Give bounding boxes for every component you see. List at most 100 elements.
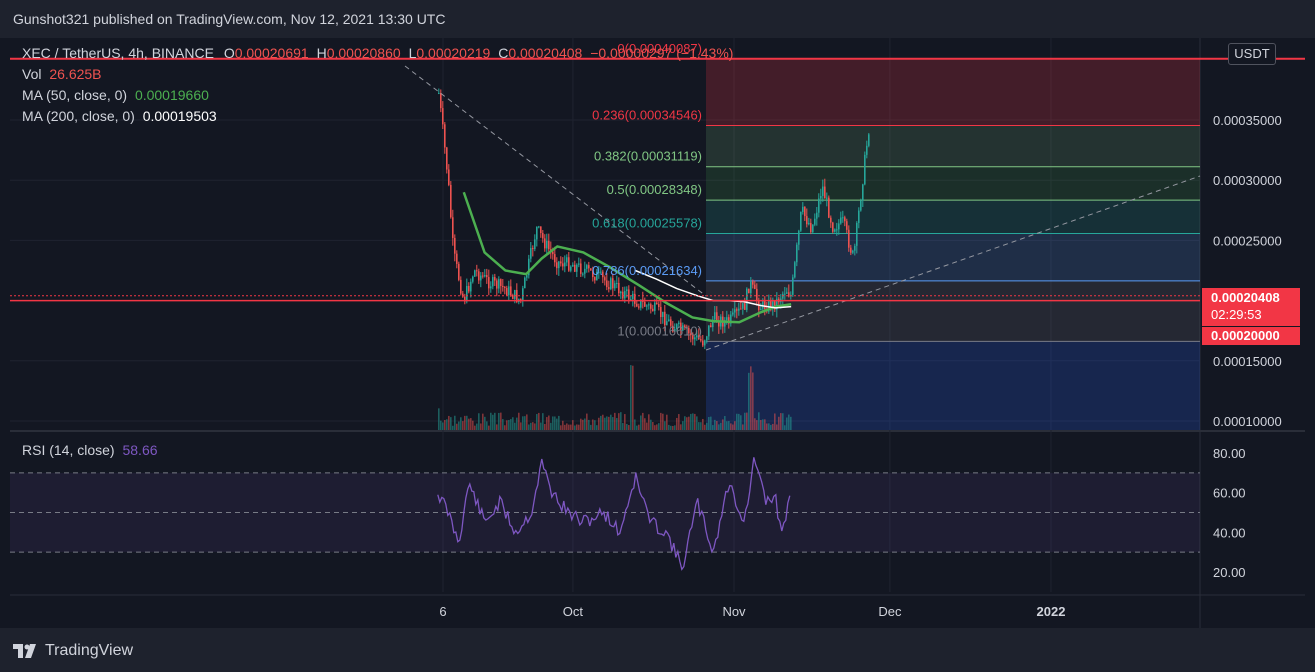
volume-bar bbox=[724, 416, 726, 430]
candle-body bbox=[712, 319, 714, 328]
volume-bar bbox=[712, 425, 714, 430]
candle-body bbox=[618, 282, 620, 294]
volume-legend[interactable]: Vol 26.625B bbox=[22, 66, 102, 82]
volume-bar bbox=[458, 421, 460, 430]
candle-body bbox=[440, 93, 442, 109]
volume-bar bbox=[762, 419, 764, 430]
candle-body bbox=[470, 281, 472, 292]
candle-body bbox=[548, 240, 550, 250]
candle-body bbox=[554, 254, 556, 263]
open-value: 0.00020691 bbox=[234, 45, 309, 61]
volume-bar bbox=[500, 412, 502, 430]
volume-bar bbox=[602, 414, 604, 430]
volume-bar bbox=[544, 424, 546, 430]
volume-bar bbox=[494, 412, 496, 430]
volume-bar bbox=[746, 412, 748, 430]
tradingview-logo-icon bbox=[13, 644, 36, 658]
candle-body bbox=[682, 325, 684, 331]
candle-body bbox=[552, 251, 554, 255]
candle-body bbox=[536, 226, 538, 240]
volume-bar bbox=[734, 421, 736, 430]
volume-bar bbox=[496, 424, 498, 430]
tradingview-logo[interactable]: TradingView bbox=[13, 640, 133, 662]
candle-body bbox=[768, 300, 770, 312]
volume-bar bbox=[654, 425, 656, 430]
candle-body bbox=[658, 303, 660, 308]
ascending-trendline[interactable] bbox=[705, 175, 1201, 351]
currency-label: USDT bbox=[1234, 46, 1270, 61]
volume-bar bbox=[594, 420, 596, 430]
candle-body bbox=[476, 270, 478, 272]
ma200-legend[interactable]: MA (200, close, 0) 0.00019503 bbox=[22, 108, 217, 124]
volume-bar bbox=[556, 418, 558, 430]
candle-body bbox=[502, 285, 504, 287]
candle-body bbox=[794, 262, 796, 278]
volume-bar bbox=[454, 415, 456, 430]
candle-body bbox=[728, 317, 730, 324]
volume-bar bbox=[714, 419, 716, 430]
volume-value: 26.625B bbox=[49, 66, 102, 82]
candle-body bbox=[730, 314, 732, 324]
fib-level-label: 0.5(0.00028348) bbox=[607, 182, 702, 197]
candle-body bbox=[744, 303, 746, 310]
volume-bar bbox=[584, 418, 586, 430]
candle-body bbox=[544, 238, 546, 249]
candle-body bbox=[840, 217, 842, 224]
volume-bar bbox=[528, 424, 530, 430]
volume-bar bbox=[570, 424, 572, 430]
volume-bar bbox=[772, 423, 774, 430]
volume-bar bbox=[694, 413, 696, 430]
volume-bar bbox=[756, 420, 758, 430]
volume-bar bbox=[524, 416, 526, 430]
candle-body bbox=[566, 257, 568, 263]
rsi-pane[interactable] bbox=[10, 457, 1200, 571]
candle-body bbox=[860, 200, 862, 211]
candle-body bbox=[556, 262, 558, 269]
candle-body bbox=[456, 253, 458, 264]
candle-body bbox=[542, 233, 544, 239]
currency-button[interactable]: USDT bbox=[1228, 43, 1276, 65]
candle-body bbox=[488, 277, 490, 289]
candle-body bbox=[714, 312, 716, 320]
rsi-tick-label: 60.00 bbox=[1213, 486, 1246, 501]
rsi-legend[interactable]: RSI (14, close) 58.66 bbox=[22, 442, 158, 458]
fib-level-label: 0(0.00040087) bbox=[617, 41, 702, 56]
candle-body bbox=[698, 335, 700, 340]
volume-bar bbox=[462, 421, 464, 430]
volume-bar bbox=[502, 419, 504, 430]
volume-bar bbox=[572, 420, 574, 430]
candle-body bbox=[734, 309, 736, 313]
fib-retracement[interactable] bbox=[10, 57, 1305, 430]
price-tick-label: 0.00025000 bbox=[1213, 233, 1282, 248]
symbol-legend[interactable]: XEC / TetherUS, 4h, BINANCE O0.00020691 … bbox=[22, 45, 733, 61]
volume-bar bbox=[768, 423, 770, 430]
ma50-legend[interactable]: MA (50, close, 0) 0.00019660 bbox=[22, 87, 209, 103]
candle-body bbox=[516, 290, 518, 303]
descending-trendline[interactable] bbox=[404, 65, 707, 297]
volume-bar bbox=[514, 422, 516, 430]
candle-body bbox=[640, 299, 642, 308]
candle-body bbox=[858, 210, 860, 223]
horizontal-line[interactable] bbox=[10, 295, 1200, 302]
volume-bar bbox=[606, 416, 608, 430]
volume-bar bbox=[672, 425, 674, 430]
candle-body bbox=[836, 229, 838, 231]
volume-bar bbox=[588, 419, 590, 430]
trendlines[interactable] bbox=[404, 65, 1201, 351]
volume-bar bbox=[480, 423, 482, 430]
candle-body bbox=[506, 287, 508, 296]
volume-bar bbox=[674, 425, 676, 430]
candle-body bbox=[718, 322, 720, 327]
fib-level-label: 0.382(0.00031119) bbox=[594, 149, 702, 164]
volume-bar bbox=[538, 412, 540, 430]
candle-body bbox=[764, 300, 766, 310]
volume-bar bbox=[534, 423, 536, 430]
volume-bar bbox=[566, 423, 568, 430]
fib-level-label: 0.786(0.00021634) bbox=[592, 263, 702, 278]
volume-bar bbox=[620, 412, 622, 430]
volume-bar bbox=[530, 422, 532, 430]
candle-body bbox=[480, 275, 482, 281]
volume-bar bbox=[784, 425, 786, 430]
candle-body bbox=[806, 216, 808, 225]
